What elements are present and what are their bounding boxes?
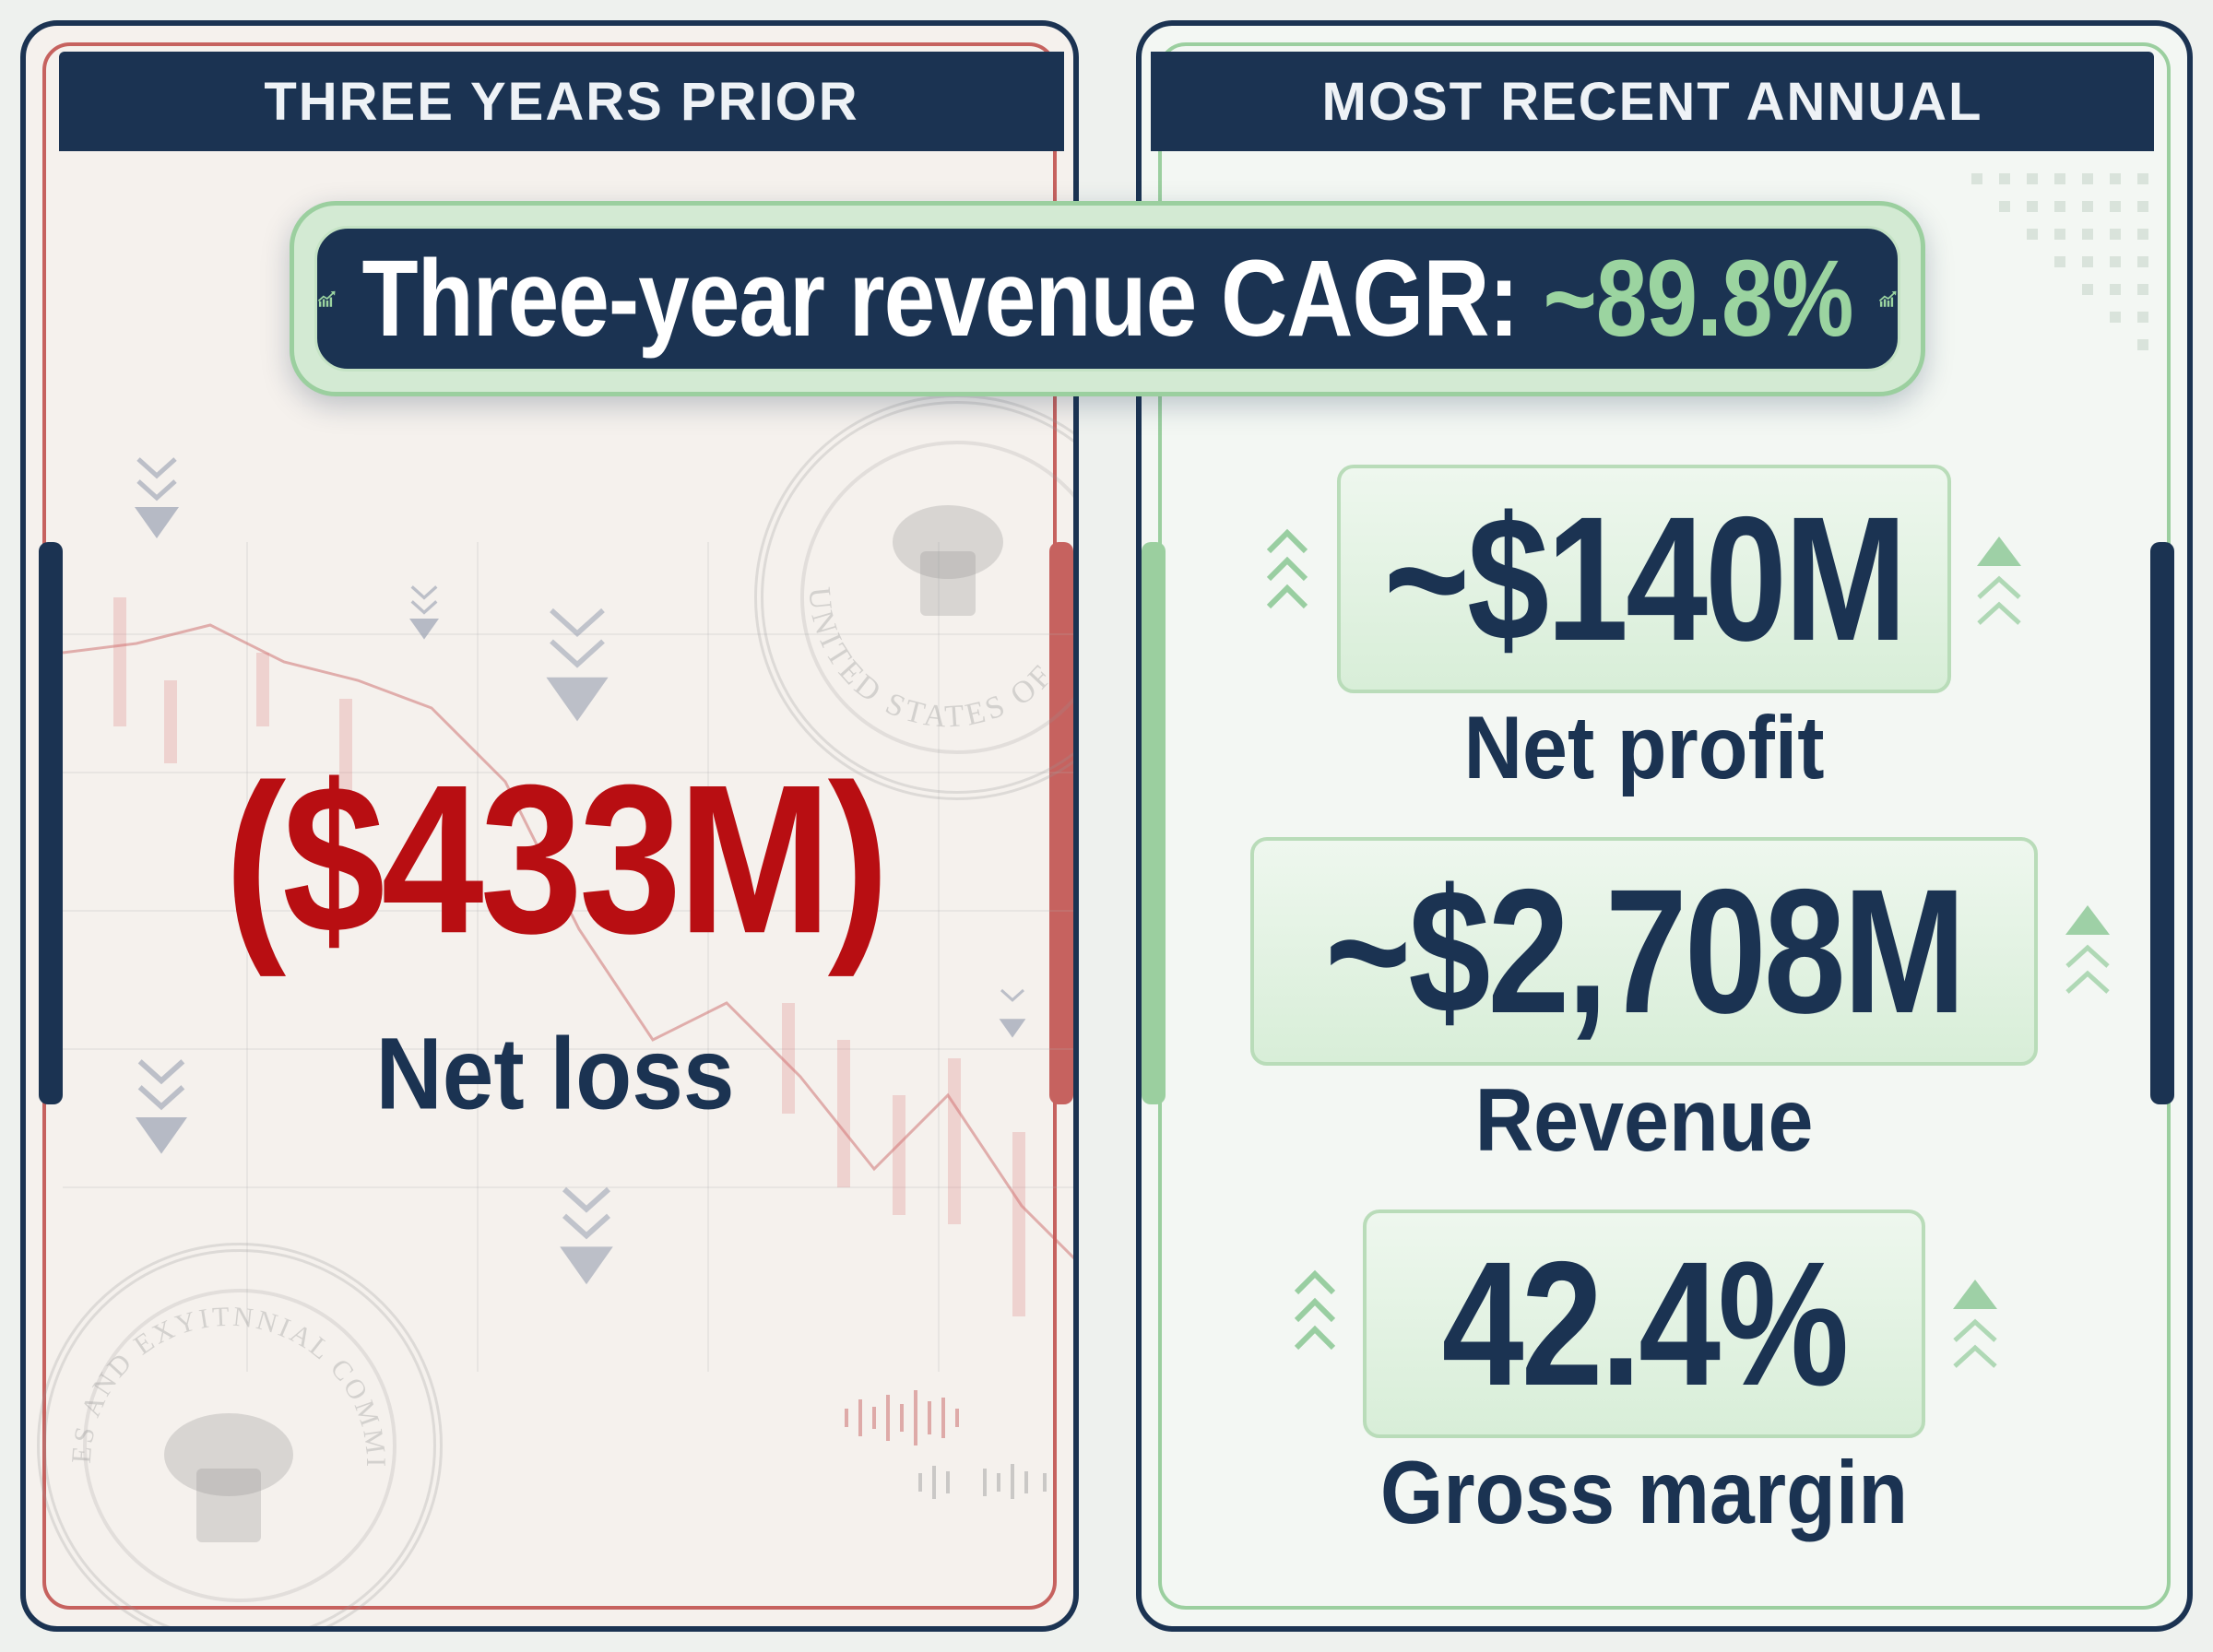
- seal-bottom-text: ES AND EXYITNNIAL COMMISSION: [53, 1261, 388, 1542]
- cagr-banner-inner: Three-year revenue CAGR: ~89.8%: [314, 226, 1900, 372]
- waveform-decoration: [845, 1390, 1047, 1499]
- recent-panel-header: MOST RECENT ANNUAL: [1151, 52, 2154, 151]
- prior-panel-header: THREE YEARS PRIOR: [59, 52, 1064, 151]
- up-arrows-icon: [1266, 528, 1308, 609]
- net-profit-card: ~$140M: [1337, 465, 1951, 693]
- down-arrows-icon: [999, 988, 1026, 1038]
- gross-margin-value: 42.4%: [1441, 1224, 1850, 1422]
- gross-margin-label: Gross margin: [1379, 1442, 1909, 1542]
- up-arrows-icon: [1977, 537, 2021, 625]
- down-arrows-icon: [546, 608, 609, 722]
- down-arrows-icon: [136, 1059, 187, 1154]
- cagr-banner: Three-year revenue CAGR: ~89.8%: [290, 201, 1925, 396]
- net-loss-value: ($433M): [224, 741, 890, 978]
- dot-grid-decoration: [1971, 173, 2148, 350]
- left-edge-bar: [1142, 542, 1166, 1104]
- trending-up-icon: [1879, 290, 1898, 307]
- down-arrows-icon: [560, 1186, 613, 1285]
- cagr-value: ~89.8%: [1543, 237, 1854, 360]
- revenue-value: ~$2,708M: [1324, 852, 1966, 1050]
- net-profit-value: ~$140M: [1383, 479, 1908, 678]
- left-edge-bar: [39, 542, 63, 1104]
- agency-seal-bottom-watermark: [37, 1243, 443, 1626]
- cagr-text: Three-year revenue CAGR: ~89.8%: [361, 236, 1854, 361]
- down-arrows-icon: [135, 457, 179, 538]
- down-arrows-icon: [409, 585, 439, 640]
- up-arrows-icon: [1294, 1269, 1336, 1351]
- up-arrows-icon: [1953, 1280, 1997, 1368]
- cagr-label: Three-year revenue CAGR:: [361, 237, 1520, 360]
- declining-chart-background: [63, 542, 1073, 1372]
- net-loss-label: Net loss: [375, 1017, 735, 1131]
- right-edge-bar: [2150, 542, 2174, 1104]
- net-profit-label: Net profit: [1463, 697, 1825, 797]
- seal-top-text: UNITED STATES OF: [801, 505, 1058, 734]
- trending-up-icon: [317, 290, 336, 307]
- revenue-label: Revenue: [1474, 1069, 1814, 1170]
- up-arrows-icon: [2065, 905, 2110, 994]
- gross-margin-card: 42.4%: [1363, 1210, 1925, 1438]
- agency-seal-top-watermark: [754, 395, 1073, 800]
- revenue-card: ~$2,708M: [1250, 837, 2038, 1066]
